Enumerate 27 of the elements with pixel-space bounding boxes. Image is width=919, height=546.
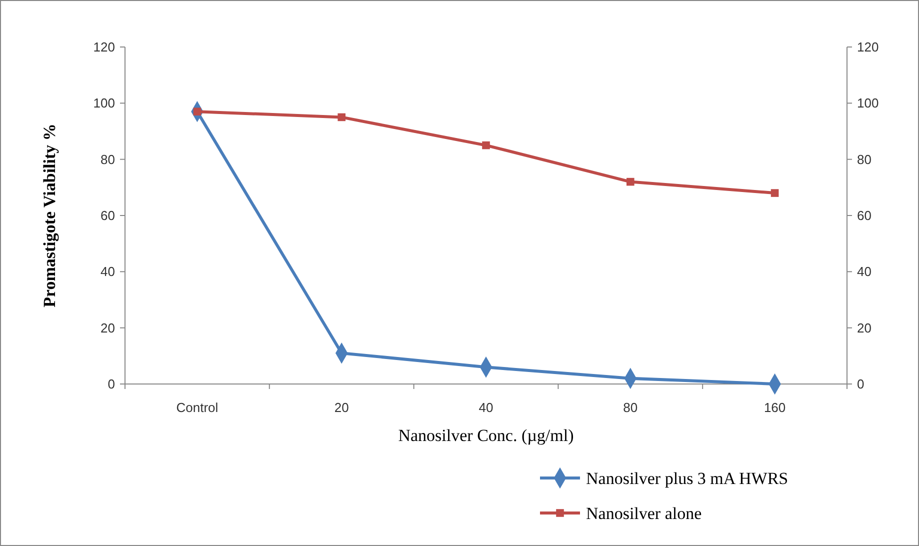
y2-tick-label: 20 [857,320,872,336]
y-tick-label: 0 [108,376,115,392]
x-tick-label: 160 [764,400,786,415]
y-axis-title: Promastigote Viability % [40,124,59,308]
x-tick-label: 40 [478,400,494,415]
y-tick-label: 120 [93,40,115,55]
point [338,113,346,122]
x-tick-label: 80 [623,400,638,415]
legend-label: Nanosilver alone [586,504,702,523]
y-tick-label: 60 [100,208,115,224]
y2-tick-label: 0 [857,376,864,392]
x-axis-title: Nanosilver Conc. (µg/ml) [398,426,574,445]
y-tick-label: 100 [93,96,115,111]
y2-tick-label: 60 [857,208,872,224]
x-tick-label: Control [176,400,218,415]
y-tick-label: 80 [100,152,115,167]
y2-tick-label: 40 [857,264,872,280]
y2-tick-label: 80 [857,152,872,167]
y-tick-label: 40 [100,264,115,280]
x-tick-label: 20 [334,400,349,415]
point [626,178,634,186]
y2-tick-label: 120 [857,40,879,55]
point [482,141,490,150]
point [770,189,779,197]
y-tick-label: 20 [100,320,115,336]
legend-label: Nanosilver plus 3 mA HWRS [586,468,788,488]
y2-tick-label: 100 [857,96,879,111]
